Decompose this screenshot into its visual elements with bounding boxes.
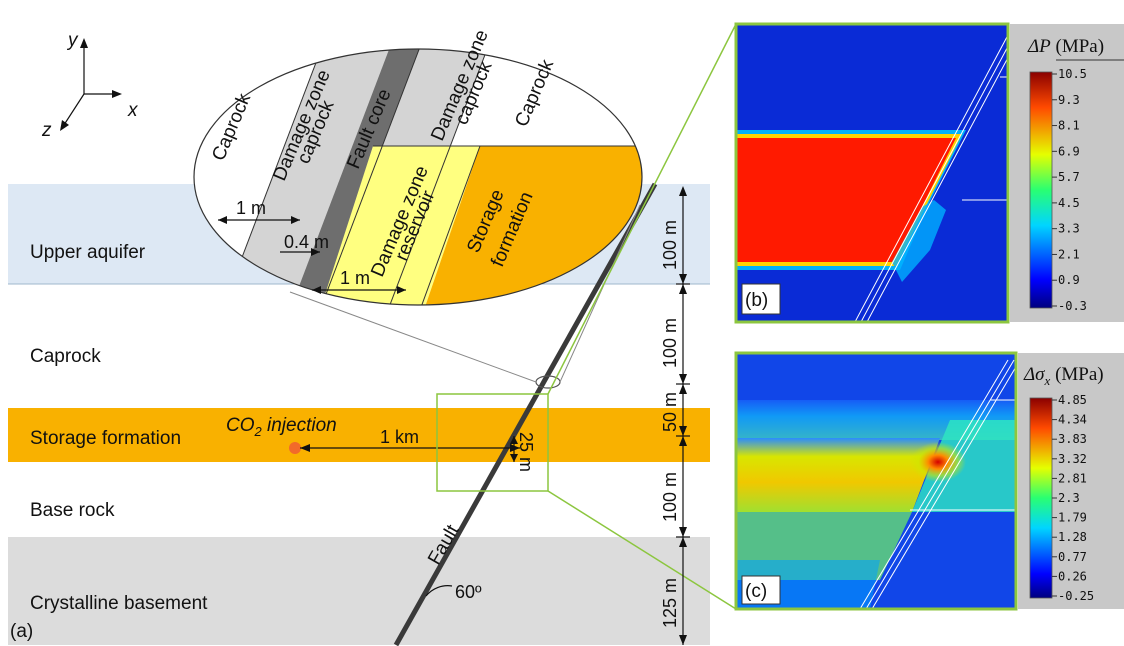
thickness-basement: 125 m xyxy=(660,578,680,628)
colorbar-b-tick-label: 8.1 xyxy=(1058,119,1080,133)
panel-label-c: (c) xyxy=(745,581,767,602)
colorbar-b-title: ΔP (MPa) xyxy=(1027,36,1104,57)
detail-leader-right xyxy=(559,204,641,383)
stress-reservoir xyxy=(736,438,940,512)
x-axis-arrowhead xyxy=(112,90,122,98)
label-1km: 1 km xyxy=(380,427,419,447)
colorbar-c-tick-label: 2.81 xyxy=(1058,471,1087,485)
thickness-storage: 50 m xyxy=(660,392,680,432)
colorbar-c-tick-label: 2.3 xyxy=(1058,491,1080,505)
label-base-rock: Base rock xyxy=(30,500,115,521)
label-upper-aquifer: Upper aquifer xyxy=(30,242,146,263)
colorbar-c-tick-label: 0.26 xyxy=(1058,569,1087,583)
storage-formation-layer xyxy=(8,408,710,462)
fault-trace-b3 xyxy=(866,56,1008,322)
inset-width-1m-top: 1 m xyxy=(236,198,266,218)
colorbar-c-tick-label: 4.85 xyxy=(1058,393,1087,407)
axis-label-x: x xyxy=(127,100,139,121)
colorbar-c-tick-label: 1.79 xyxy=(1058,511,1087,525)
inset-fault-core xyxy=(290,49,434,305)
thickness-upper-aquifer: 100 m xyxy=(660,220,680,270)
z-axis-arrowhead xyxy=(60,120,69,131)
fault-trace-c3 xyxy=(871,365,1016,609)
colorbar-b-tick-label: 2.1 xyxy=(1058,247,1080,261)
pressure-fault-plume xyxy=(892,200,946,282)
thickness-caprock: 100 m xyxy=(660,318,680,368)
axis-label-z: z xyxy=(41,120,52,141)
inset-width-1m-bottom: 1 m xyxy=(340,268,370,288)
colorbar-b-tick-label: 9.3 xyxy=(1058,93,1080,107)
inset-arrowhead xyxy=(218,216,227,224)
fault-line xyxy=(393,182,658,646)
colorbar-b-tick-label: 6.9 xyxy=(1058,144,1080,158)
co2-injection-label: CO2 injection xyxy=(226,415,337,439)
label-crystalline-basement: Crystalline basement xyxy=(30,593,208,614)
colorbar-b-tick-label: -0.3 xyxy=(1058,299,1087,313)
inset-arrowhead xyxy=(312,286,321,294)
fault-trace-b2 xyxy=(860,45,1008,322)
colorbar-c-tick-label: 3.32 xyxy=(1058,452,1087,466)
fault-trace-c1 xyxy=(859,359,1009,609)
colorbar-c-tick-label: 4.34 xyxy=(1058,413,1087,427)
z-axis xyxy=(61,93,85,129)
colorbar-c-tick-label: -0.25 xyxy=(1058,589,1094,603)
arrowhead-left-1km xyxy=(300,444,310,452)
panel-label-a: (a) xyxy=(10,621,33,642)
axis-label-y: y xyxy=(66,30,79,51)
panel-label-b: (b) xyxy=(745,290,768,311)
colorbar-b-tick-label: 0.9 xyxy=(1058,273,1080,287)
colorbar-b-gradient xyxy=(1029,71,1053,309)
thickness-base-rock: 100 m xyxy=(660,472,680,522)
panel-b-pressure-map: (b) xyxy=(734,22,1010,324)
colorbar-c-title: Δσx (MPa) xyxy=(1023,364,1104,388)
colorbar-c-gradient xyxy=(1029,397,1053,599)
label-storage-formation: Storage formation xyxy=(30,428,181,449)
inset-arrowhead xyxy=(291,216,300,224)
colorbar-b-tick-label: 4.5 xyxy=(1058,196,1080,210)
colorbar-c-tick-label: 3.83 xyxy=(1058,432,1087,446)
fault-trace-c2 xyxy=(865,359,1015,609)
colorbar-b-tick-label: 3.3 xyxy=(1058,222,1080,236)
colorbar-b-tick-label: 10.5 xyxy=(1058,67,1087,81)
colorbar-b-ticks: 10.5 9.3 8.1 6.9 5.7 4.5 3.3 2.1 0.9 -0.3 xyxy=(1052,67,1087,313)
stress-hotspot xyxy=(910,442,966,482)
fault-zone-inset: Caprock Damage zone caprock Fault core D… xyxy=(193,27,643,306)
label-25m: 25 m xyxy=(516,432,536,472)
zoom-box xyxy=(436,393,549,492)
injection-point xyxy=(289,442,301,454)
inset-damage-caprock-left xyxy=(222,49,404,305)
colorbar-c-ticks: 4.85 4.34 3.83 3.32 2.81 2.3 1.79 1.28 0.77 0.26 -… xyxy=(1052,393,1094,603)
colorbar-c-tick-label: 0.77 xyxy=(1058,550,1087,564)
crystalline-basement-layer xyxy=(8,537,710,645)
colorbar-c-tick-label: 1.28 xyxy=(1058,530,1087,544)
angle-arc xyxy=(425,585,453,597)
fault-trace-b1 xyxy=(854,34,1008,322)
colorbar-b-background xyxy=(1010,24,1124,322)
arrowhead-down-25m xyxy=(510,454,518,462)
label-caprock: Caprock xyxy=(30,346,101,367)
zoom-leader-b xyxy=(547,23,737,395)
inset-width-04m: 0.4 m xyxy=(284,232,329,252)
detail-leader-left xyxy=(289,291,537,383)
inset-arrowhead xyxy=(311,248,320,256)
arrowhead-right-1km xyxy=(510,444,520,452)
angle-label: 60º xyxy=(455,582,482,602)
arrowhead-up-25m xyxy=(510,436,518,444)
colorbar-b-tick-label: 5.7 xyxy=(1058,170,1080,184)
panel-c-stress-map: (c) xyxy=(734,351,1018,611)
pressure-core xyxy=(736,138,956,262)
y-axis-arrowhead xyxy=(80,38,88,48)
zoom-leader-c xyxy=(547,490,737,610)
inset-arrowhead xyxy=(397,286,406,294)
thickness-arrowheads xyxy=(679,186,687,645)
inset-damage-reservoir xyxy=(320,146,480,305)
